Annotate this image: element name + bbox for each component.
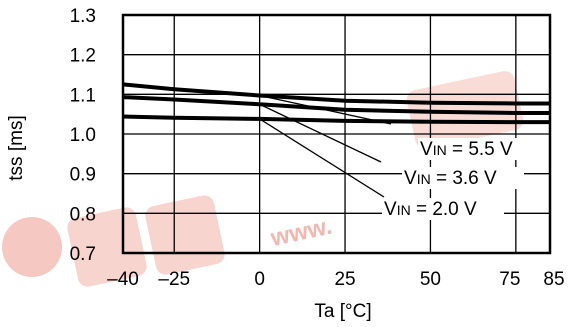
annotation-subscript: IN	[417, 171, 431, 187]
watermark-logo-shape	[67, 207, 147, 287]
x-tick-label: 0	[254, 269, 265, 290]
series-annotation: VIN = 2.0 V	[384, 199, 477, 220]
series-lines	[122, 82, 550, 125]
y-tick-label: 0.7	[70, 244, 96, 265]
y-tick-label: 1.1	[70, 85, 96, 106]
y-tick-label: 0.9	[70, 165, 96, 186]
y-tick-labels: 0.7 0.8 0.9 1.0 1.1 1.2 1.3	[70, 6, 96, 265]
series-annotation: VIN = 5.5 V	[420, 139, 513, 160]
x-tick-label: –40	[107, 269, 139, 290]
x-tick-label: 50	[420, 269, 441, 290]
annotation-leaders	[259, 94, 392, 198]
y-tick-label: 1.0	[70, 125, 96, 146]
y-tick-label: 1.2	[70, 46, 96, 67]
annotation-var: V	[404, 168, 417, 189]
x-tick-label: –25	[158, 269, 190, 290]
annotation-var: V	[384, 199, 397, 220]
x-tick-label: 85	[543, 269, 564, 290]
watermark-text: www.	[267, 213, 334, 252]
y-axis-title: tss [ms]	[6, 115, 27, 180]
annotation-background	[402, 167, 524, 189]
watermark-logo-shape	[406, 71, 524, 149]
annotation-var: V	[420, 139, 433, 160]
annotation-background	[418, 138, 540, 160]
plot-frame	[121, 13, 552, 255]
watermark-logo-shape	[2, 217, 62, 277]
annotation-leader-line	[259, 118, 385, 198]
annotation-background	[382, 198, 504, 220]
annotation-subscript: IN	[433, 142, 447, 158]
annotation-leader-line	[259, 94, 392, 125]
series-line-1	[122, 82, 550, 106]
x-tick-label: 25	[334, 269, 355, 290]
y-tick-label: 1.3	[70, 6, 96, 27]
series-line-3	[122, 114, 550, 125]
x-axis-title: Ta [°C]	[314, 301, 371, 322]
series-line-2	[122, 95, 550, 115]
watermark: www.	[2, 71, 524, 287]
x-tick-label: 75	[499, 269, 520, 290]
annotation-value: = 2.0 V	[411, 199, 477, 220]
watermark-logo-shape	[145, 195, 225, 275]
annotation-subscript: IN	[397, 202, 411, 218]
y-tick-label: 0.8	[70, 204, 96, 225]
annotation-leader-line	[259, 103, 382, 163]
annotation-value: = 3.6 V	[431, 168, 497, 189]
x-tick-labels: –40 –25 0 25 50 75 85	[107, 269, 564, 290]
series-annotation: VIN = 3.6 V	[404, 168, 497, 189]
plot-frame-rect	[121, 13, 552, 255]
annotation-value: = 5.5 V	[447, 139, 513, 160]
